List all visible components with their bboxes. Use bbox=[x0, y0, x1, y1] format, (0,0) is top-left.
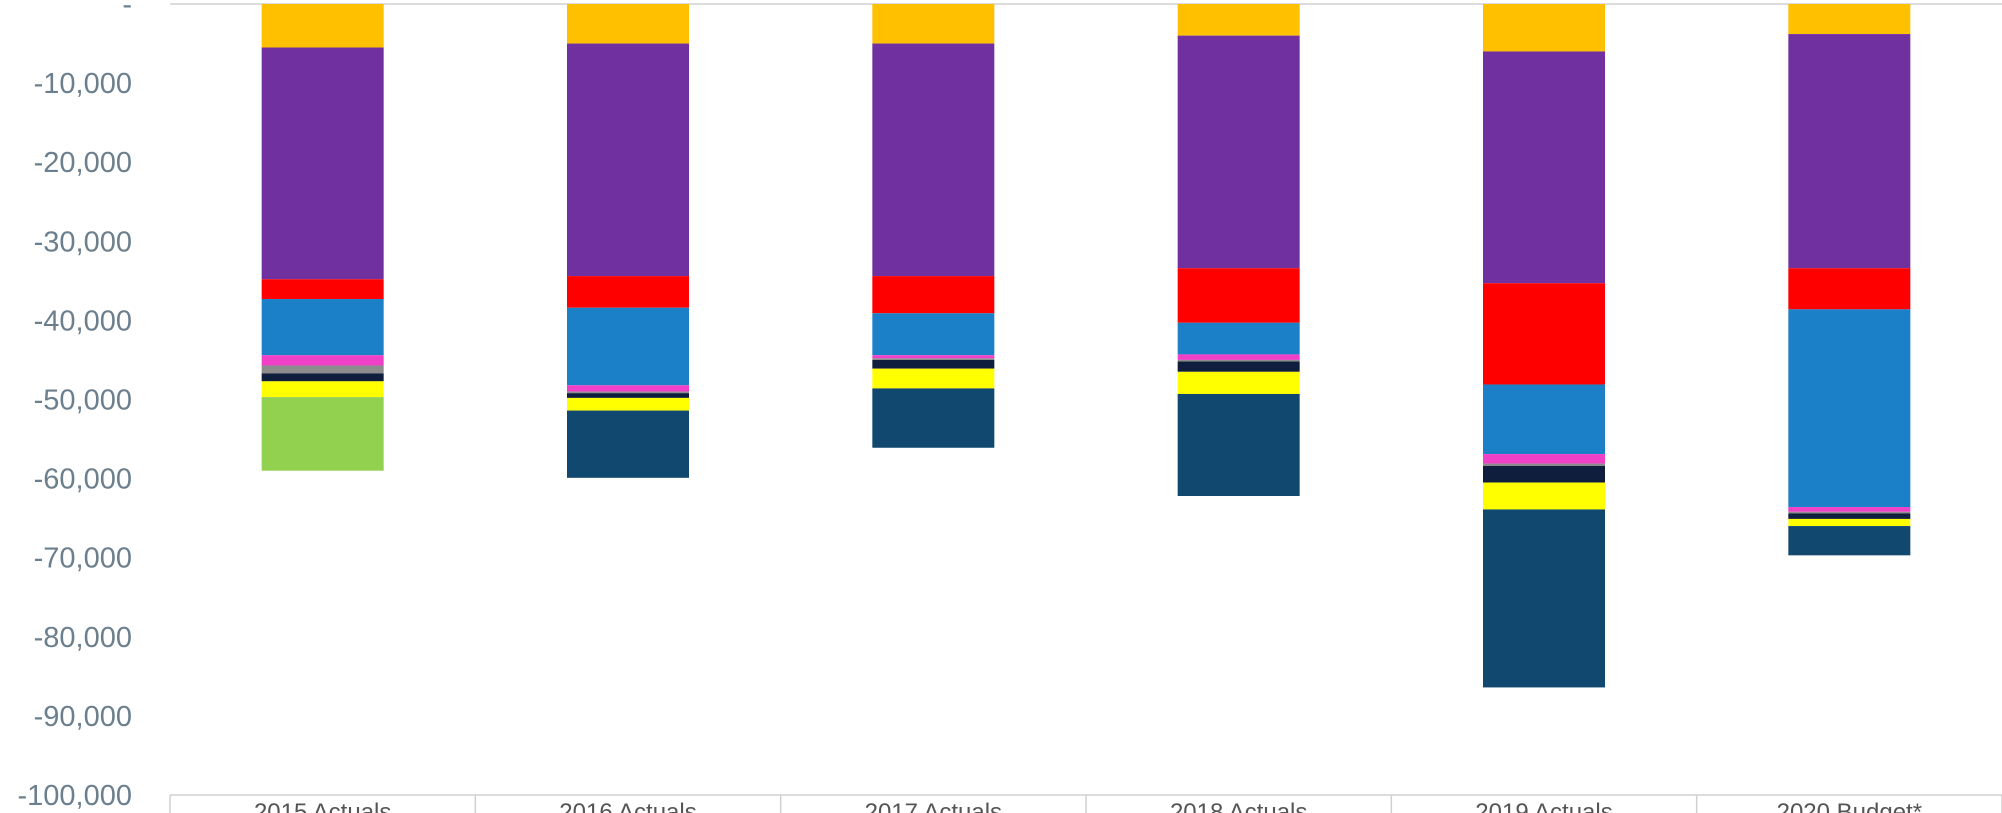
bar-segment bbox=[1483, 482, 1605, 510]
bar-segment bbox=[1788, 309, 1911, 508]
y-tick-label: - bbox=[122, 0, 132, 21]
bar-segment bbox=[1177, 35, 1300, 269]
x-category-label: 2016 Actuals bbox=[559, 799, 696, 813]
bar-segment bbox=[1483, 4, 1605, 52]
y-tick-label: -50,000 bbox=[34, 385, 132, 417]
bar-segment bbox=[1788, 4, 1911, 35]
bar-segment bbox=[872, 359, 995, 369]
bar-segment bbox=[261, 373, 384, 382]
bar-segment bbox=[1483, 283, 1605, 385]
bar-segment bbox=[1483, 509, 1605, 688]
bar-segment bbox=[1177, 361, 1300, 372]
bar-segment bbox=[261, 4, 384, 48]
y-tick-label: -30,000 bbox=[34, 226, 132, 258]
bar-segment bbox=[261, 299, 384, 356]
y-tick-label: -100,000 bbox=[18, 780, 133, 812]
bar-segment bbox=[872, 313, 995, 356]
x-category-label: 2018 Actuals bbox=[1170, 799, 1307, 813]
bar-segment bbox=[1788, 518, 1911, 527]
bar-segment bbox=[567, 410, 689, 478]
bar-segment bbox=[567, 385, 689, 392]
bar-segment bbox=[872, 276, 995, 314]
bar-segment bbox=[1177, 371, 1300, 394]
bar-segment bbox=[261, 381, 384, 398]
x-axis: 2015 Actuals 2016 Actuals 2017 Actuals 2018… bbox=[169, 794, 2002, 813]
bar-segment bbox=[872, 388, 995, 448]
y-tick-label: -20,000 bbox=[34, 147, 132, 179]
bar-segment bbox=[1483, 465, 1605, 483]
y-tick-label: -70,000 bbox=[34, 543, 132, 575]
y-tick-label: -10,000 bbox=[34, 68, 132, 100]
y-axis: - -10,000 -20,000 -30,000 -40,000 -50,000 -60,… bbox=[18, 0, 2002, 812]
bar-segment bbox=[261, 365, 384, 374]
x-category-label: 2017 Actuals bbox=[865, 799, 1002, 813]
bar-segment bbox=[567, 393, 689, 398]
bar-segment bbox=[1177, 322, 1300, 355]
bar-segment bbox=[1177, 354, 1300, 360]
bar-segment bbox=[1177, 268, 1300, 323]
bar-segment bbox=[1788, 513, 1911, 519]
bar-segment bbox=[1483, 454, 1605, 464]
bar-segment bbox=[567, 43, 689, 277]
bar-segment bbox=[1788, 526, 1911, 556]
bar-segment bbox=[1483, 384, 1605, 455]
bar-segment bbox=[567, 307, 689, 386]
bar-segment bbox=[1177, 4, 1300, 36]
bar-segment bbox=[872, 4, 995, 44]
bar-segment bbox=[872, 358, 995, 360]
bar-segment bbox=[1788, 511, 1911, 514]
bars bbox=[261, 4, 1911, 688]
y-tick-label: -80,000 bbox=[34, 622, 132, 654]
bar-segment bbox=[872, 355, 995, 359]
x-category-label: 2019 Actuals bbox=[1475, 799, 1612, 813]
bar-segment bbox=[567, 391, 689, 394]
bar-segment bbox=[1788, 268, 1911, 310]
y-tick-label: -60,000 bbox=[34, 464, 132, 496]
y-tick-label: -90,000 bbox=[34, 701, 132, 733]
bar-segment bbox=[1788, 507, 1911, 512]
bar-segment bbox=[261, 397, 384, 471]
bar-segment bbox=[872, 43, 995, 277]
bar-segment bbox=[1177, 393, 1300, 497]
bar-segment bbox=[1177, 359, 1300, 362]
y-tick-label: -40,000 bbox=[34, 305, 132, 337]
bar-segment bbox=[1483, 463, 1605, 466]
x-category-label: 2020 Budget* bbox=[1777, 799, 1922, 813]
bar-segment bbox=[567, 397, 689, 411]
bar-segment bbox=[1483, 51, 1605, 284]
bar-segment bbox=[261, 279, 384, 300]
bar-segment bbox=[261, 47, 384, 280]
bar-segment bbox=[872, 368, 995, 389]
bar-segment bbox=[567, 4, 689, 44]
bar-segment bbox=[261, 355, 384, 366]
bar-segment bbox=[1788, 34, 1911, 269]
x-category-label: 2015 Actuals bbox=[254, 799, 391, 813]
bar-segment bbox=[567, 276, 689, 308]
